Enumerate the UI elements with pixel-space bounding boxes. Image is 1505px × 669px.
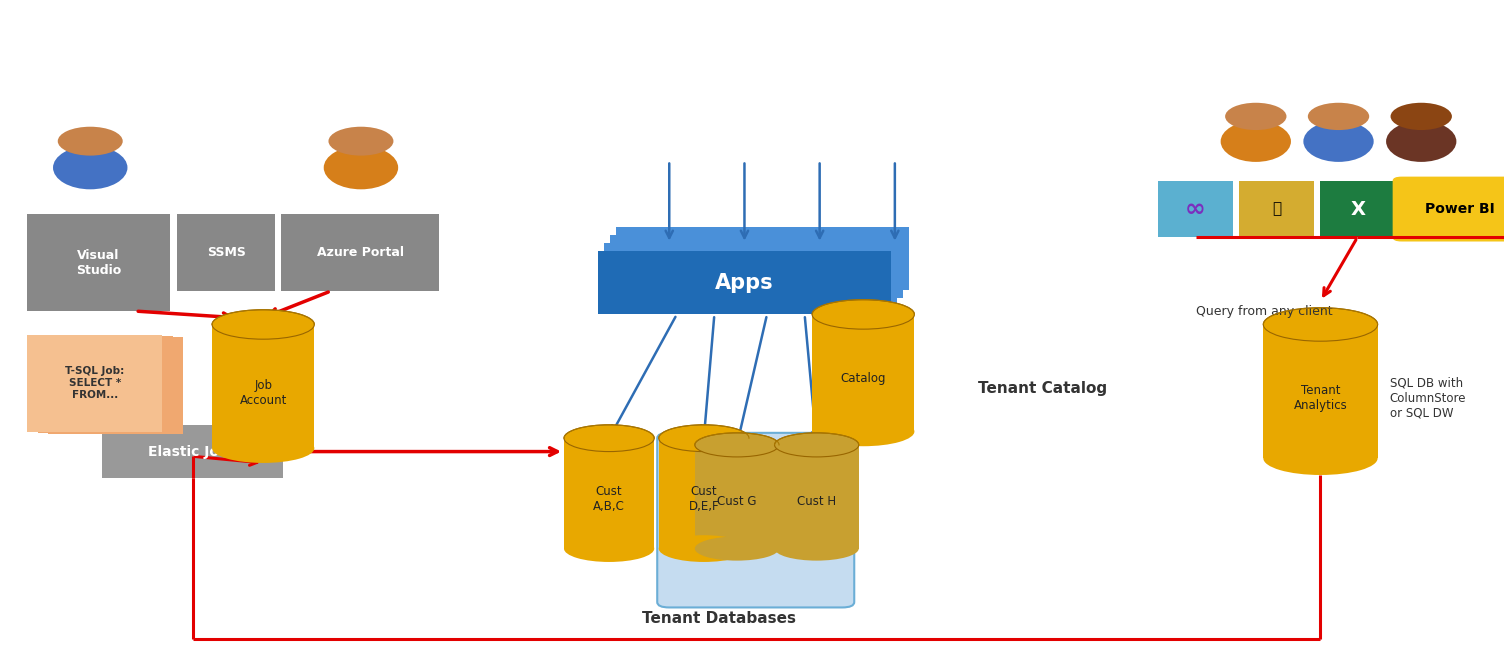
Bar: [38, 336, 173, 433]
Text: Elastic Jobs: Elastic Jobs: [147, 445, 238, 458]
Text: ∞: ∞: [1186, 197, 1206, 221]
Text: Cust
D,E,F: Cust D,E,F: [688, 485, 719, 513]
Bar: [27, 334, 163, 432]
Text: Cust H: Cust H: [798, 496, 837, 508]
Bar: [775, 445, 859, 549]
FancyBboxPatch shape: [658, 433, 855, 607]
Ellipse shape: [659, 425, 749, 452]
Text: Tenant
Analytics: Tenant Analytics: [1294, 384, 1347, 412]
Circle shape: [1308, 103, 1370, 130]
Ellipse shape: [1263, 308, 1377, 341]
Text: Catalog: Catalog: [840, 373, 886, 385]
Text: Azure Portal: Azure Portal: [316, 246, 403, 259]
Ellipse shape: [564, 535, 655, 562]
Ellipse shape: [212, 310, 315, 339]
FancyBboxPatch shape: [1392, 177, 1505, 242]
Bar: [1157, 181, 1233, 237]
Bar: [281, 214, 439, 291]
Text: Tenant Catalog: Tenant Catalog: [978, 381, 1106, 395]
Bar: [564, 438, 655, 549]
Bar: [610, 235, 903, 298]
Bar: [659, 438, 749, 549]
Circle shape: [1391, 103, 1452, 130]
Bar: [1239, 181, 1314, 237]
Bar: [616, 227, 909, 290]
Bar: [178, 214, 275, 291]
Ellipse shape: [1221, 121, 1291, 162]
Bar: [48, 337, 184, 434]
Circle shape: [328, 126, 393, 156]
Bar: [102, 425, 283, 478]
Ellipse shape: [813, 300, 915, 329]
Ellipse shape: [695, 433, 780, 457]
Bar: [597, 251, 891, 314]
Ellipse shape: [1386, 121, 1457, 162]
Bar: [27, 214, 170, 311]
Text: Cust G: Cust G: [718, 496, 757, 508]
Bar: [1320, 181, 1395, 237]
Text: SSMS: SSMS: [206, 246, 245, 259]
Text: Tenant Databases: Tenant Databases: [643, 611, 796, 626]
Ellipse shape: [1263, 442, 1377, 475]
Ellipse shape: [324, 146, 399, 189]
Text: SQL DB with
ColumnStore
or SQL DW: SQL DB with ColumnStore or SQL DW: [1389, 377, 1466, 419]
Text: Power BI: Power BI: [1425, 202, 1494, 216]
Text: Cust
A,B,C: Cust A,B,C: [593, 485, 625, 513]
Text: 🔧: 🔧: [1272, 201, 1281, 217]
Bar: [1263, 324, 1377, 458]
Ellipse shape: [53, 146, 128, 189]
Text: Apps: Apps: [715, 273, 774, 292]
Bar: [695, 445, 780, 549]
Ellipse shape: [775, 433, 859, 457]
Circle shape: [1225, 103, 1287, 130]
Text: Job
Account: Job Account: [239, 379, 287, 407]
Text: Visual
Studio: Visual Studio: [75, 249, 120, 276]
Bar: [813, 314, 915, 432]
Bar: [212, 324, 315, 448]
Circle shape: [57, 126, 123, 156]
Ellipse shape: [775, 537, 859, 561]
Text: Query from any client: Query from any client: [1195, 304, 1332, 318]
Ellipse shape: [695, 537, 780, 561]
Ellipse shape: [212, 434, 315, 463]
Bar: [604, 243, 897, 306]
Text: T-SQL Job:
SELECT *
FROM...: T-SQL Job: SELECT * FROM...: [65, 367, 125, 399]
Ellipse shape: [659, 535, 749, 562]
Ellipse shape: [1303, 121, 1374, 162]
Text: X: X: [1350, 199, 1365, 219]
Ellipse shape: [813, 417, 915, 446]
Ellipse shape: [564, 425, 655, 452]
